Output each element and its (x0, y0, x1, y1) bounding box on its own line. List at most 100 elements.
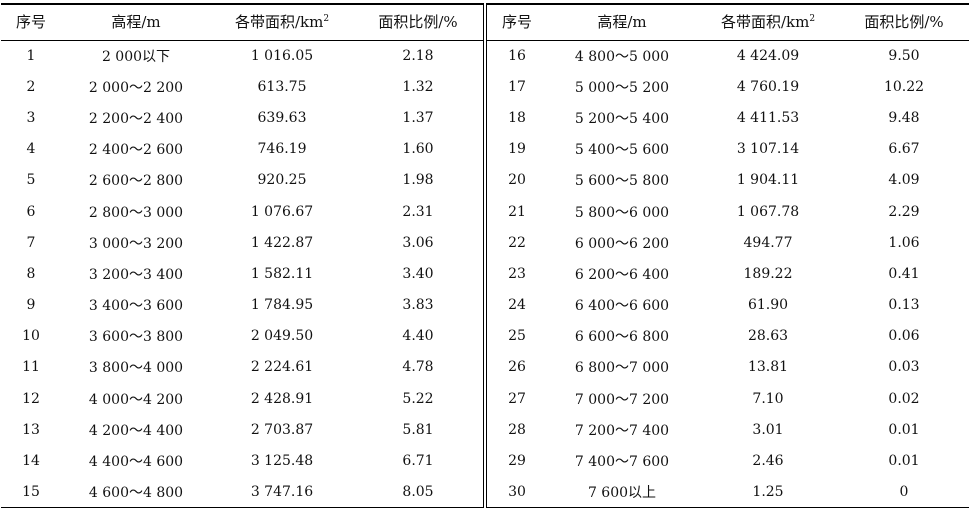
cell-elevation: 6 600～6 800 (574, 329, 670, 346)
cell-area: 189.22 (743, 265, 793, 282)
table-row: 13 4 200～4 400 2 703.87 5.81 (1, 414, 483, 445)
table-row: 21 5 800～6 000 1 067.78 2.29 (487, 196, 969, 227)
right-table-body: 16 4 800～5 000 4 424.09 9.50 17 5 000～5 200 4 … (487, 40, 969, 508)
cell-index: 12 (22, 390, 40, 407)
header-area-text: 各带面积/km (720, 13, 810, 31)
cell-elevation: 2 000～2 200 (88, 79, 184, 96)
bottom-rule (1, 506, 483, 508)
cell-area: 639.63 (257, 109, 307, 126)
table-row: 15 4 600～4 800 3 747.16 8.05 (1, 477, 483, 508)
cell-area: 1 784.95 (250, 297, 314, 314)
cell-elevation: 3 600～3 800 (88, 329, 184, 346)
double-rule-left (483, 3, 485, 508)
header-ratio: 面积比例/% (378, 13, 458, 31)
cell-elevation: 6 400～6 600 (574, 298, 670, 315)
bottom-rule (487, 506, 969, 508)
cell-elevation: 7 000～7 200 (574, 391, 670, 408)
top-rule (1, 3, 483, 5)
header-area: 各带面积/km2 (211, 3, 353, 40)
cell-ratio: 3.83 (402, 297, 434, 314)
cell-index: 10 (22, 328, 40, 345)
header-elevation: 高程/m (111, 13, 161, 31)
cell-index: 23 (508, 265, 526, 282)
cell-index: 5 (26, 172, 36, 189)
table-row: 12 4 000～4 200 2 428.91 5.22 (1, 383, 483, 414)
cell-area: 7.10 (752, 390, 784, 407)
table-row: 18 5 200～5 400 4 411.53 9.48 (487, 102, 969, 133)
cell-ratio: 0.02 (888, 390, 920, 407)
cell-elevation: 4 000～4 200 (88, 391, 184, 408)
table-row: 1 2 000以下 1 016.05 2.18 (1, 40, 483, 71)
cell-area: 1 016.05 (250, 47, 314, 64)
cell-index: 24 (508, 297, 526, 314)
cell-area: 3 107.14 (736, 141, 800, 158)
cell-ratio: 9.48 (888, 109, 920, 126)
cell-elevation: 6 200～6 400 (574, 266, 670, 283)
cell-ratio: 3.06 (402, 234, 434, 251)
cell-elevation: 5 800～6 000 (574, 204, 670, 221)
cell-ratio: 4.78 (402, 359, 434, 376)
cell-index: 26 (508, 359, 526, 376)
cell-elevation: 2 000以下 (101, 48, 171, 65)
table-row: 14 4 400～4 600 3 125.48 6.71 (1, 445, 483, 476)
cell-elevation: 2 400～2 600 (88, 142, 184, 159)
cell-ratio: 1.06 (888, 234, 920, 251)
header-area: 各带面积/km2 (697, 3, 839, 40)
cell-area: 2 224.61 (250, 359, 314, 376)
cell-ratio: 5.81 (402, 421, 434, 438)
header-elevation: 高程/m (597, 13, 647, 31)
cell-ratio: 2.18 (402, 47, 434, 64)
table-row: 28 7 200～7 400 3.01 0.01 (487, 414, 969, 445)
cell-index: 13 (22, 421, 40, 438)
cell-ratio: 0.06 (888, 328, 920, 345)
cell-area: 1 422.87 (250, 234, 314, 251)
cell-elevation: 3 200～3 400 (88, 266, 184, 283)
left-table-body: 1 2 000以下 1 016.05 2.18 2 2 000～2 200 613.75 1.… (1, 40, 483, 508)
table-row: 24 6 400～6 600 61.90 0.13 (487, 290, 969, 321)
cell-index: 15 (22, 484, 40, 501)
cell-ratio: 9.50 (888, 47, 920, 64)
cell-elevation: 2 800～3 000 (88, 204, 184, 221)
cell-elevation: 5 200～5 400 (574, 110, 670, 127)
cell-ratio: 6.71 (402, 453, 434, 470)
cell-area: 3 125.48 (250, 453, 314, 470)
elevation-area-table: 序号 高程/m 各带面积/km2 面积比例/% 1 2 000以下 1 016.05… (1, 3, 969, 508)
header-row: 序号 高程/m 各带面积/km2 面积比例/% (1, 3, 483, 40)
table-row: 22 6 000～6 200 494.77 1.06 (487, 227, 969, 258)
cell-area: 61.90 (747, 297, 789, 314)
table-row: 3 2 200～2 400 639.63 1.37 (1, 102, 483, 133)
cell-index: 9 (26, 297, 36, 314)
cell-elevation: 3 800～4 000 (88, 360, 184, 377)
cell-index: 7 (26, 234, 36, 251)
table-row: 10 3 600～3 800 2 049.50 4.40 (1, 321, 483, 352)
cell-ratio: 1.98 (402, 172, 434, 189)
cell-area: 3.01 (752, 421, 784, 438)
cell-index: 3 (26, 109, 36, 126)
cell-index: 19 (508, 141, 526, 158)
cell-index: 27 (508, 390, 526, 407)
table-row: 19 5 400～5 600 3 107.14 6.67 (487, 134, 969, 165)
cell-area: 1 582.11 (250, 265, 314, 282)
table-row: 5 2 600～2 800 920.25 1.98 (1, 165, 483, 196)
table-row: 9 3 400～3 600 1 784.95 3.83 (1, 290, 483, 321)
cell-ratio: 0.13 (888, 297, 920, 314)
cell-index: 21 (508, 203, 526, 220)
table-row: 7 3 000～3 200 1 422.87 3.06 (1, 227, 483, 258)
cell-area: 920.25 (257, 172, 307, 189)
header-index: 序号 (501, 13, 532, 31)
cell-index: 1 (26, 47, 36, 64)
cell-index: 25 (508, 328, 526, 345)
cell-index: 29 (508, 453, 526, 470)
cell-index: 6 (26, 203, 36, 220)
cell-ratio: 1.37 (402, 109, 434, 126)
cell-elevation: 3 000～3 200 (88, 235, 184, 252)
table-row: 4 2 400～2 600 746.19 1.60 (1, 134, 483, 165)
cell-ratio: 0 (899, 484, 909, 501)
cell-area: 13.81 (747, 359, 789, 376)
cell-index: 16 (508, 47, 526, 64)
cell-index: 28 (508, 421, 526, 438)
table-row: 29 7 400～7 600 2.46 0.01 (487, 445, 969, 476)
cell-elevation: 4 200～4 400 (88, 422, 184, 439)
cell-elevation: 7 400～7 600 (574, 454, 670, 471)
cell-elevation: 4 600～4 800 (88, 485, 184, 502)
